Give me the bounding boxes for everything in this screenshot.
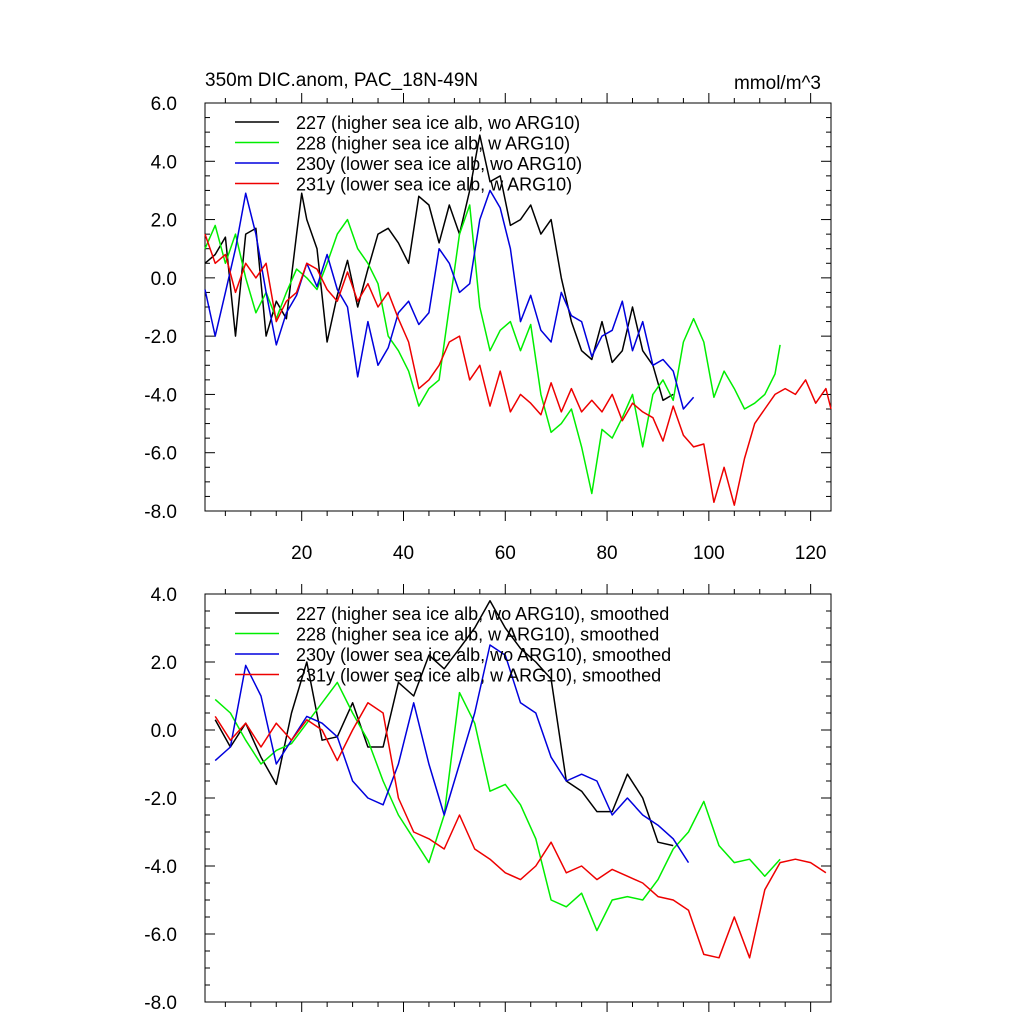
series-line-1 bbox=[214, 681, 781, 932]
legend-label-3: 231y (lower sea ice alb, w ARG10) bbox=[296, 175, 572, 195]
y-tick-label: 2.0 bbox=[151, 211, 177, 232]
units-label: mmol/m^3 bbox=[734, 73, 821, 94]
y-tick-label: -6.0 bbox=[144, 925, 177, 946]
x-tick-label: 80 bbox=[596, 543, 617, 564]
bottom-panel: -8.0 -6.0 -4.0 -2.0 0.0 2.0 4.0 227 (higher sea… bbox=[144, 584, 832, 1014]
legend-label-0: 227 (higher sea ice alb, wo ARG10), smoo… bbox=[296, 604, 669, 624]
y-tick-label: 0.0 bbox=[151, 721, 177, 742]
y-tick-label: 6.0 bbox=[151, 94, 177, 115]
y-tick-label: 4.0 bbox=[151, 152, 177, 173]
top-panel: 350m DIC.anom, PAC_18N-49N mmol/m^3 -8.0 -6… bbox=[144, 70, 832, 564]
legend-label-0: 227 (higher sea ice alb, wo ARG10) bbox=[296, 113, 580, 133]
y-tick-label: -2.0 bbox=[144, 327, 177, 348]
legend-label-2: 230y (lower sea ice alb, wo ARG10) bbox=[296, 154, 582, 174]
x-tick-label: 60 bbox=[495, 543, 516, 564]
legend-label-2: 230y (lower sea ice alb, wo ARG10), smoo… bbox=[296, 645, 671, 665]
x-tick-label: 40 bbox=[393, 543, 414, 564]
y-tick-label: 4.0 bbox=[151, 585, 177, 606]
y-tick-label: -6.0 bbox=[144, 444, 177, 465]
y-tick-label: 2.0 bbox=[151, 653, 177, 674]
legend-label-1: 228 (higher sea ice alb, w ARG10), smoot… bbox=[296, 625, 659, 645]
chart-title: 350m DIC.anom, PAC_18N-49N bbox=[205, 70, 478, 91]
y-tick-label: -4.0 bbox=[144, 857, 177, 878]
y-tick-label: -8.0 bbox=[144, 993, 177, 1014]
y-tick-label: -8.0 bbox=[144, 502, 177, 523]
legend-label-3: 231y (lower sea ice alb, w ARG10), smoot… bbox=[296, 666, 661, 686]
series-line-1 bbox=[204, 204, 781, 495]
x-tick-label: 20 bbox=[291, 543, 312, 564]
series-line-0 bbox=[214, 600, 674, 847]
x-tick-label: 120 bbox=[795, 543, 827, 564]
y-tick-label: -4.0 bbox=[144, 385, 177, 406]
legend-label-1: 228 (higher sea ice alb, w ARG10) bbox=[296, 134, 570, 154]
series-line-3 bbox=[204, 233, 832, 506]
y-tick-label: 0.0 bbox=[151, 269, 177, 290]
y-tick-label: -2.0 bbox=[144, 789, 177, 810]
x-tick-label: 100 bbox=[693, 543, 725, 564]
series-line-3 bbox=[214, 702, 827, 959]
series-line-2 bbox=[204, 189, 695, 410]
